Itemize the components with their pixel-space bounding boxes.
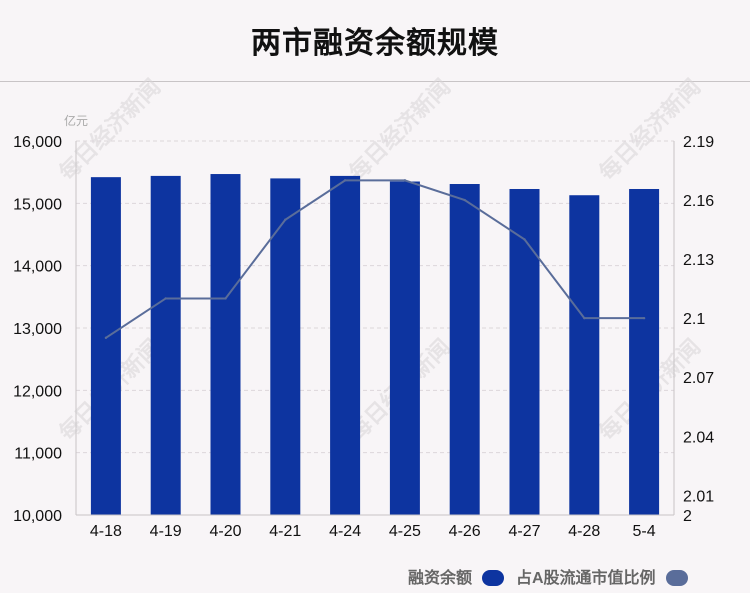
x-tick-label: 4-28	[568, 523, 600, 540]
axis-labels: 10,000 11,000 12,000 13,000 14,000 15,000 16,0…	[13, 113, 714, 540]
bar-series	[90, 174, 660, 516]
chart-title: 两市融资余额规模	[251, 27, 499, 60]
y-right-tick-label: 2	[683, 508, 692, 525]
ratio-point-4-27	[523, 238, 526, 241]
ratio-point-4-26	[463, 198, 466, 202]
legend-label-ratio: 占A股流通市值比例	[516, 570, 656, 587]
bar-4-21	[270, 178, 301, 515]
x-tick-label: 4-18	[90, 523, 122, 540]
axes	[75, 141, 675, 516]
y-right-tick-label: 2.19	[683, 134, 714, 151]
watermark-0: 每日经济新闻	[54, 74, 166, 186]
y-left-tick-label: 12,000	[13, 383, 62, 400]
ratio-point-4-20	[224, 297, 227, 300]
legend-item-balance: 融资余额	[408, 564, 505, 588]
watermark-2: 每日经济新闻	[594, 74, 706, 186]
bar-4-26	[449, 184, 480, 515]
bar-4-18	[90, 177, 121, 516]
x-tick-label: 4-21	[269, 523, 301, 540]
ratio-point-4-21	[284, 218, 287, 221]
x-tick-label: 4-19	[150, 523, 182, 540]
legend-swatch-balance	[482, 570, 505, 586]
bar-5-4	[629, 188, 660, 515]
x-tick-label: 4-20	[209, 523, 241, 540]
y-right-tick-label: 2.16	[683, 193, 714, 210]
x-tick-label: 5-4	[633, 523, 656, 540]
y-right-tick-label: 2.1	[683, 311, 705, 328]
bar-4-19	[150, 175, 181, 515]
ratio-point-4-24	[343, 179, 347, 182]
line-series	[104, 179, 646, 340]
title-divider	[0, 81, 750, 82]
y-left-tick-label: 11,000	[14, 446, 62, 463]
bar-4-24	[330, 175, 361, 515]
legend-label-balance: 融资余额	[408, 570, 473, 587]
ratio-point-4-25	[403, 179, 407, 182]
y-left-tick-label: 16,000	[13, 134, 62, 151]
x-tick-label: 4-25	[389, 523, 421, 540]
bar-4-27	[509, 188, 540, 515]
ratio-point-5-4	[642, 316, 646, 320]
watermark-1: 每日经济新闻	[344, 74, 456, 186]
ratio-point-4-19	[164, 297, 167, 300]
legend-item-ratio: 占A股流通市值比例	[516, 564, 689, 588]
bar-4-28	[569, 195, 600, 516]
y-left-tick-label: 13,000	[13, 321, 62, 338]
bar-4-20	[210, 174, 241, 515]
y-left-unit-label: 亿元	[64, 113, 88, 128]
legend-swatch-ratio	[666, 570, 689, 586]
y-left-tick-label: 10,000	[13, 508, 62, 525]
y-right-tick-label: 2.13	[683, 252, 714, 269]
y-left-tick-label: 15,000	[13, 196, 62, 213]
x-tick-label: 4-24	[329, 523, 361, 540]
x-tick-label: 4-27	[508, 523, 540, 540]
y-right-tick-label: 2.04	[683, 429, 714, 446]
ratio-line	[105, 179, 645, 339]
y-right-tick-label: 2.01	[683, 488, 714, 505]
ratio-point-4-18	[104, 336, 108, 340]
y-right-tick-label: 2.07	[683, 370, 714, 387]
x-tick-label: 4-26	[449, 523, 481, 540]
y-left-tick-label: 14,000	[13, 259, 62, 276]
bar-4-25	[389, 181, 420, 515]
ratio-point-4-28	[583, 316, 586, 320]
